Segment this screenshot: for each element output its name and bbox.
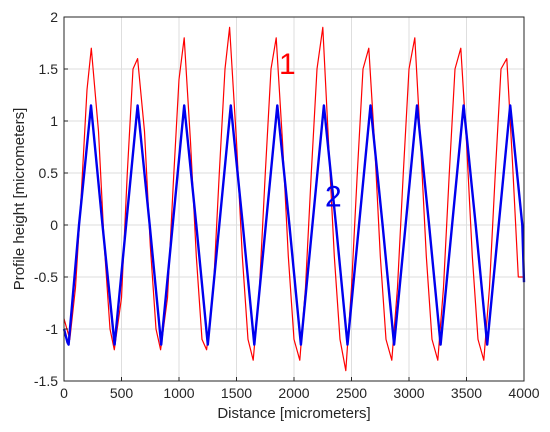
x-axis-ticks: 0 500 1000 1500 2000 2500 3000 3500 4000 (60, 377, 540, 401)
series-annotation-label: 1 (279, 48, 296, 81)
y-tick-label: 2 (50, 9, 58, 25)
plot-area (62, 26, 526, 372)
y-tick-label: 1.5 (39, 61, 59, 77)
series-line-2 (62, 104, 526, 346)
x-tick-label: 0 (60, 385, 68, 401)
y-tick-label: 1 (50, 113, 58, 129)
x-tick-label: 3000 (393, 385, 424, 401)
series-annotation-label: 2 (325, 180, 342, 213)
x-tick-label: 2000 (278, 385, 309, 401)
x-tick-label: 1500 (221, 385, 252, 401)
x-tick-label: 500 (110, 385, 134, 401)
y-tick-label: -1.5 (34, 373, 58, 389)
y-tick-label: 0 (50, 217, 58, 233)
x-tick-label: 1000 (163, 385, 194, 401)
series-annotations: 12 (279, 48, 342, 213)
y-tick-label: -1 (46, 321, 59, 337)
y-axis-ticks: -1.5 -1 -0.5 0 0.5 1 1.5 2 (34, 9, 68, 389)
y-tick-label: -0.5 (34, 269, 58, 285)
x-tick-label: 2500 (336, 385, 367, 401)
x-axis-label: Distance [micrometers] (217, 405, 370, 422)
x-tick-label: 4000 (508, 385, 539, 401)
x-tick-label: 3500 (451, 385, 482, 401)
y-tick-label: 0.5 (39, 165, 59, 181)
series-line-1 (63, 26, 524, 372)
y-axis-label: Profile height [micrometers] (11, 108, 28, 291)
